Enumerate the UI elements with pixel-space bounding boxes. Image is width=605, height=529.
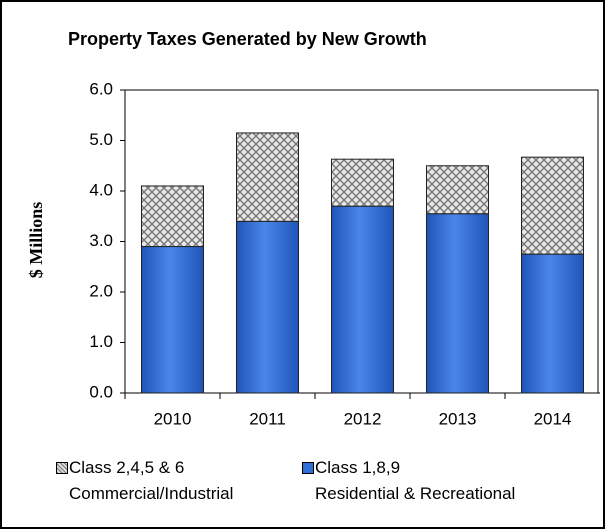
- y-tick-label: 2.0: [89, 281, 113, 300]
- legend-label: Class 1,8,9 Residential & Recreational: [315, 458, 516, 503]
- x-tick-label: 2013: [439, 409, 477, 428]
- x-tick-label: 2012: [344, 409, 382, 428]
- y-tick-label: 1.0: [89, 332, 113, 351]
- bar-segment: [236, 132, 299, 222]
- bar-segment: [331, 158, 394, 207]
- bar-segment: [331, 205, 394, 394]
- bar-segment: [141, 246, 204, 394]
- legend-swatch: [302, 462, 314, 474]
- x-tick-label: 2014: [534, 409, 572, 428]
- y-tick-label: 3.0: [89, 231, 113, 250]
- legend-swatch: [56, 462, 68, 474]
- bar-segment: [236, 220, 299, 394]
- y-tick-label: 4.0: [89, 180, 113, 199]
- bar-segment: [521, 253, 584, 394]
- legend-label: Class 2,4,5 & 6 Commercial/Industrial: [69, 458, 234, 503]
- y-tick-label: 0.0: [89, 382, 113, 401]
- x-tick-label: 2010: [154, 409, 192, 428]
- y-tick-label: 6.0: [89, 79, 113, 98]
- chart-title: Property Taxes Generated by New Growth: [68, 29, 427, 49]
- bar-segment: [521, 156, 584, 255]
- bar-segment: [426, 165, 489, 215]
- x-tick-label: 2011: [249, 409, 286, 428]
- plot-frame: [125, 89, 599, 393]
- bar-segment: [426, 213, 489, 394]
- y-axis-label: $ Millions: [26, 202, 46, 279]
- y-tick-label: 5.0: [89, 130, 113, 149]
- bar-segment: [141, 185, 204, 248]
